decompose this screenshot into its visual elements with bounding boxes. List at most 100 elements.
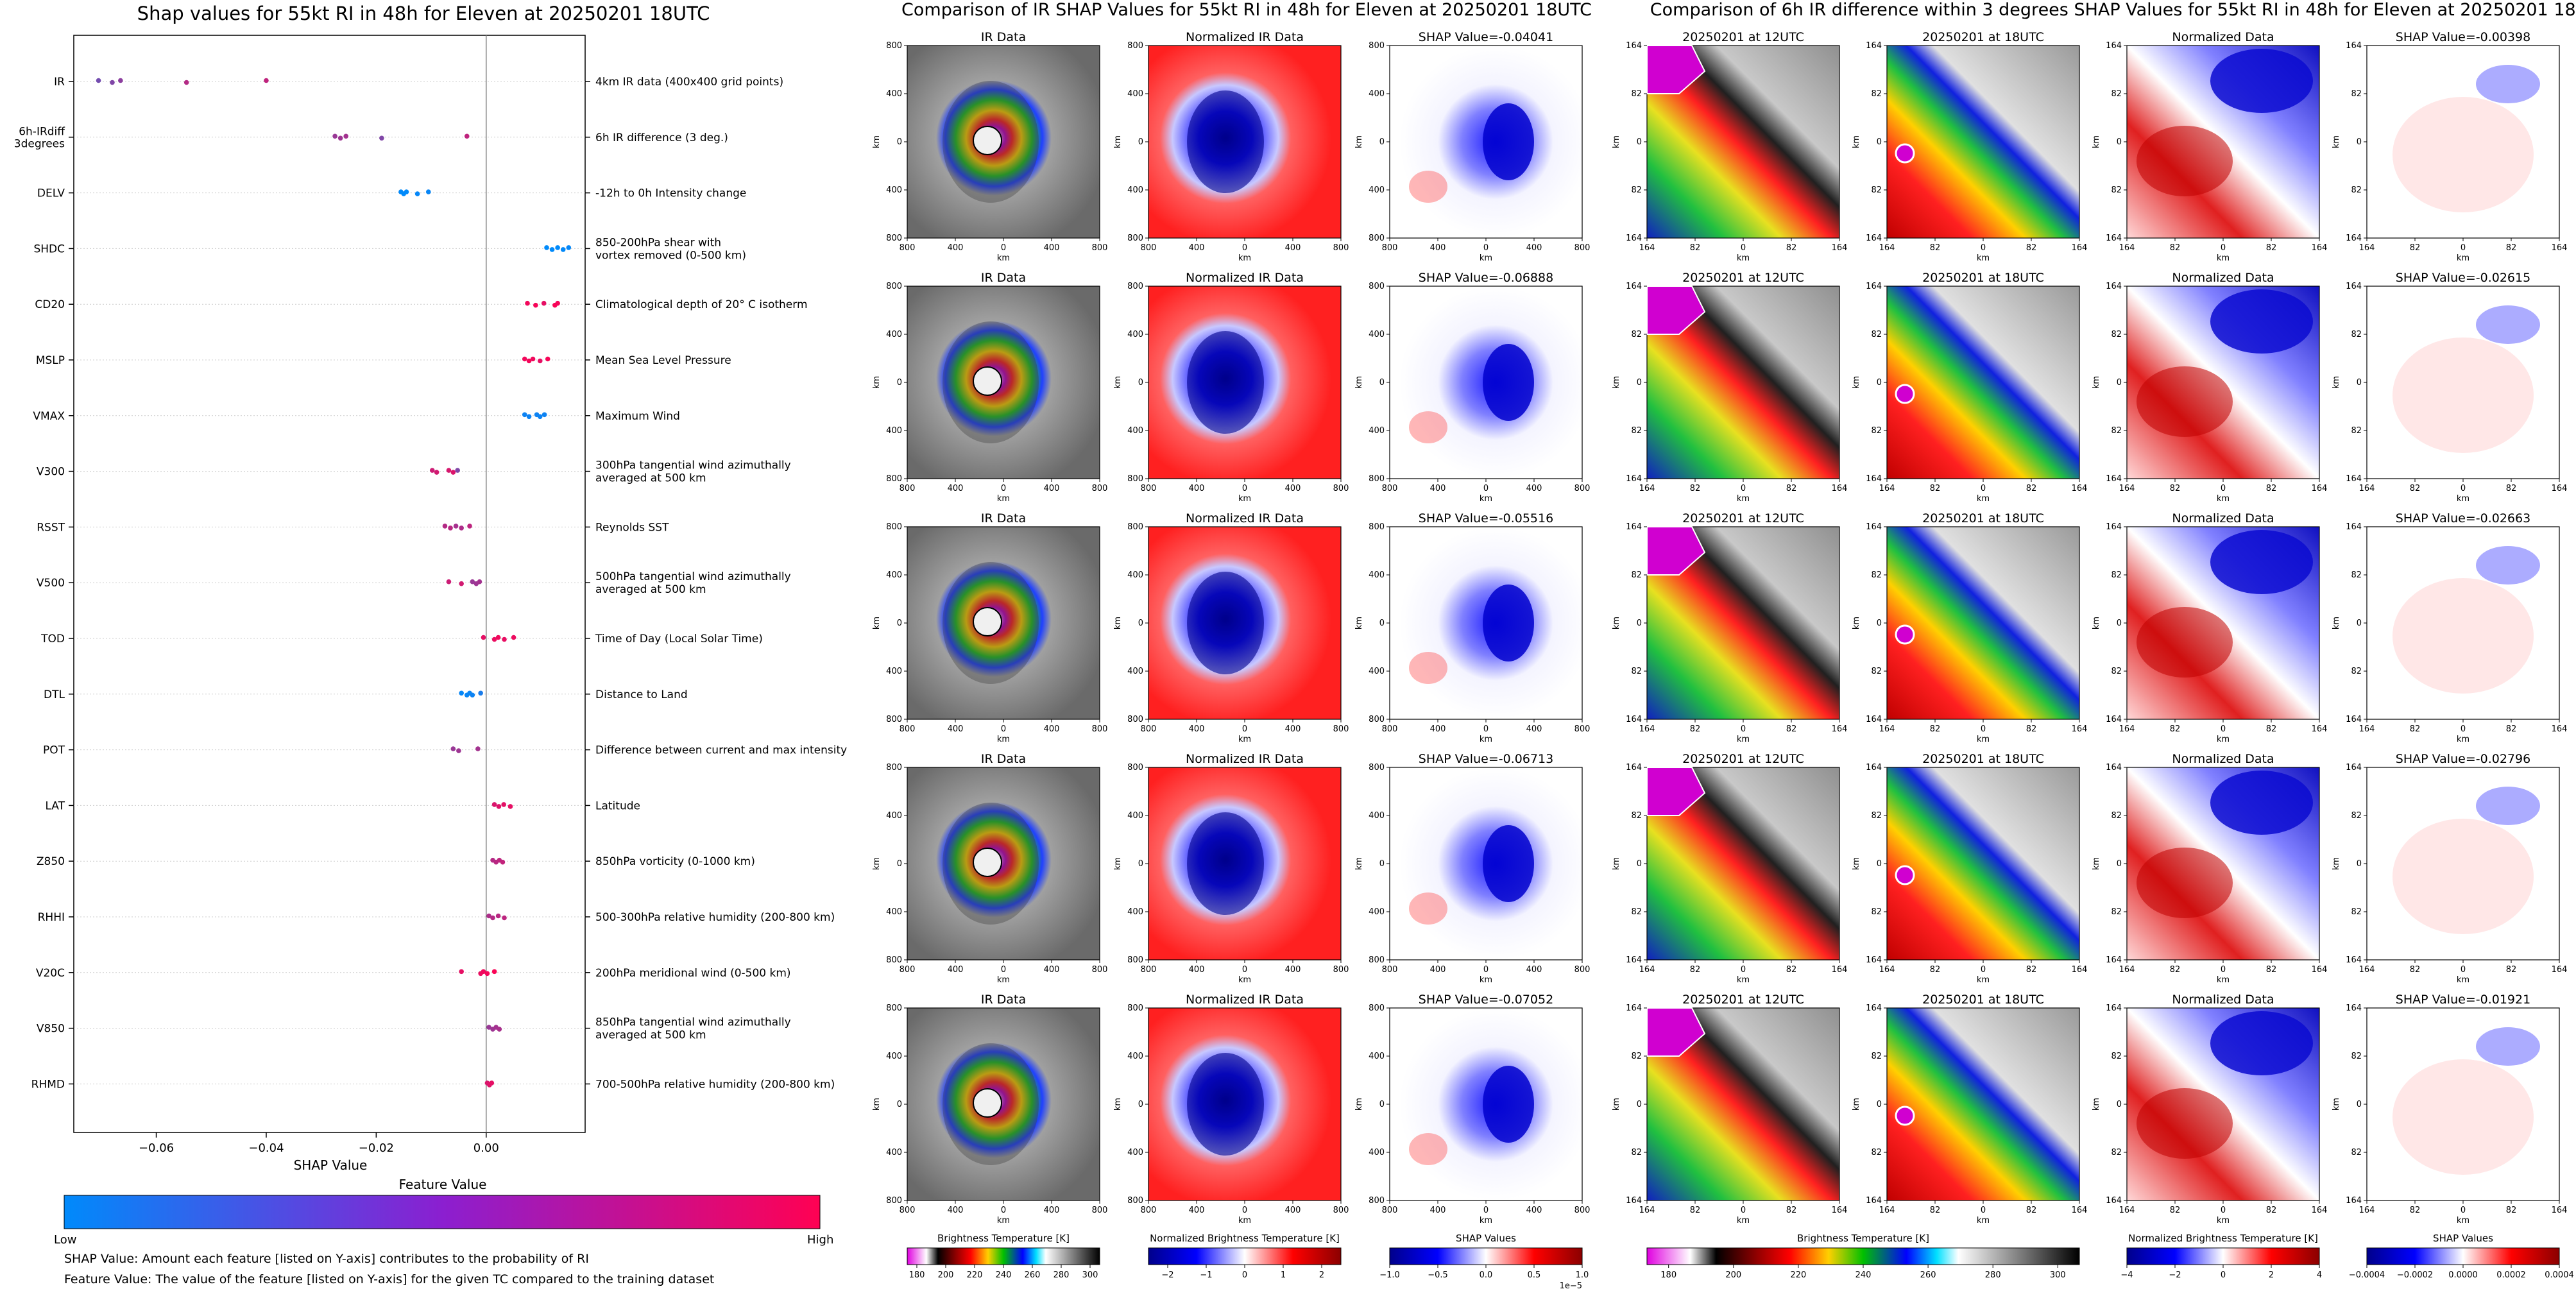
xtick-label: 0 [1242,484,1247,493]
ytick-label: 0 [1379,378,1385,388]
ytick-label: 800 [1127,41,1143,51]
shap-point [491,802,497,807]
ytick-label: 164 [1866,763,1882,773]
shap-point [522,412,527,418]
xtick-label: 0 [1242,965,1247,975]
ytick-label: 82 [2111,907,2122,917]
shap-point [118,78,123,83]
x-axis-label: km [1480,253,1492,263]
ytick-label: 164 [2346,1003,2362,1013]
shap-point [501,802,506,807]
xtick-label: 164 [2119,1206,2135,1215]
cold-cloud-top [1646,286,1706,335]
xtick-label: 82 [1690,724,1701,734]
y-axis-label: km [872,376,882,389]
colorbar [1646,1247,2080,1265]
ytick-label: 164 [1626,1003,1642,1013]
xtick-label: 82 [2410,484,2421,493]
xtick-label: 800 [1092,243,1108,253]
ytick-label: 0 [2117,1100,2122,1109]
xtick-label: 400 [1526,243,1542,253]
y-axis-label: km [1852,617,1861,629]
x-axis-label: km [1737,253,1750,263]
cold-core [1187,572,1264,674]
colorbar-offset: 1e−5 [1560,1281,1582,1289]
ytick-label: 800 [886,715,902,724]
xtick-label: 164 [1639,724,1655,734]
xtick-label: 400 [1285,965,1301,975]
shap-point [477,579,482,585]
eye-feature [973,607,1002,636]
shap-point [379,135,384,141]
xtick-label: 0 [2461,724,2466,734]
colorbar-tick-label: −1.0 [1379,1270,1400,1280]
ytick-label: 800 [1369,282,1385,291]
ytick-label: 164 [1866,715,1882,724]
x-axis-label: km [1977,494,1990,504]
xtick-label: 800 [1333,484,1349,493]
ytick-label: 0 [1637,378,1642,388]
ytick-label: 800 [1369,763,1385,773]
shap-point [453,524,459,529]
shap-negative-patch [2476,1027,2540,1066]
ytick-label: 400 [1127,185,1143,195]
positive-anomaly [2137,366,2233,437]
xtick-label: 164 [1832,1206,1848,1215]
colorbar-tick-label: 220 [967,1270,983,1280]
ytick-label: 164 [2346,715,2362,724]
ytick-label: 0 [1379,859,1385,869]
shap-positive-patch [2393,819,2534,934]
ytick-label: 82 [1871,185,1882,195]
xtick-label: 164 [2072,1206,2088,1215]
xtick-label: 400 [1430,484,1446,493]
feature-description: 6h IR difference (3 deg.) [595,132,728,144]
equals: = [1488,752,1499,766]
xtick-label: 82 [2266,484,2277,493]
ytick-label: 164 [1626,282,1642,291]
xtick-label: 164 [2072,484,2088,493]
shap-point [496,804,502,809]
feature-name: SHDC [33,243,65,255]
xtick-label: 82 [2506,1206,2517,1215]
ytick-label: 400 [886,811,902,821]
shap-label: SHAP Value [2396,752,2466,766]
xtick-label: 164 [2552,965,2568,975]
eye-feature [973,126,1002,155]
shap-point [475,746,481,751]
colorbar-tick-label: 0.0002 [2496,1270,2526,1280]
ytick-label: 164 [2346,282,2362,291]
xtick-label: 0 [1001,484,1006,493]
xtick-label: 82 [2170,965,2181,975]
negative-anomaly [2210,771,2313,835]
heatmap-panel [2367,767,2559,960]
shap-point [434,470,439,475]
x-axis-label: km [1737,975,1750,985]
feature-name: TOD [40,633,65,645]
shap-positive-patch [2393,337,2534,453]
xtick-label: 164 [2072,724,2088,734]
xtick-label: 400 [1430,1206,1446,1215]
xtick-label: 82 [1690,965,1701,975]
shap-label: SHAP Value [2396,271,2466,285]
ytick-label: 164 [2106,234,2122,243]
x-axis-label: km [997,735,1010,744]
xtick-label: 82 [1930,724,1941,734]
x-axis-label: km [1737,735,1750,744]
ytick-label: 400 [1369,330,1385,339]
ytick-label: 400 [1369,185,1385,195]
xtick-label: 800 [1574,1206,1591,1215]
shap-point [459,969,464,975]
colorbar-tick-label: 180 [1660,1270,1676,1280]
shap-point [541,300,547,306]
shap-point [497,1027,502,1032]
shap-point [467,524,472,529]
xtick-label: 400 [1189,1206,1205,1215]
ytick-label: 82 [1871,811,1882,821]
ytick-label: 164 [1626,763,1642,773]
x-axis-label: km [997,975,1010,985]
panel-title-shap: SHAP Value=-0.06888 [1419,271,1553,285]
ytick-label: 82 [2111,1052,2122,1061]
shap-label: SHAP Value [1419,993,1488,1007]
feature-name: V500 [37,577,65,590]
shap-point [264,78,269,83]
